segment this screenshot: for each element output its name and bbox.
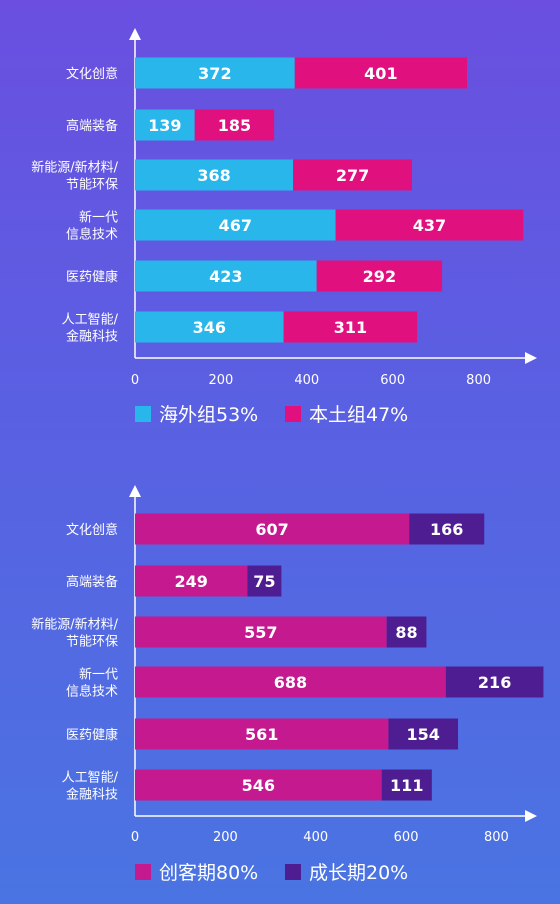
bar-value-label: 561 xyxy=(245,725,278,744)
bar-segment xyxy=(135,260,317,292)
bar-segment xyxy=(135,109,195,141)
bar-value-label: 346 xyxy=(193,318,226,337)
bar-value-label: 688 xyxy=(274,673,307,692)
bar-segment xyxy=(388,718,459,750)
category-label: 文化创意 xyxy=(66,66,118,82)
category-label: 医药健康 xyxy=(66,269,118,285)
bar-segment xyxy=(294,57,468,89)
bar-segment xyxy=(247,565,282,597)
legend-label: 海外组53% xyxy=(159,404,258,426)
bar-segment xyxy=(445,666,544,698)
bar-value-label: 249 xyxy=(175,572,208,591)
chart-1: 0 200 400 600 800 文化创意 372 401 高端装备 139 185 新能源/新材料… xyxy=(31,28,537,426)
legend-swatch xyxy=(285,406,301,422)
category-label: 医药健康 xyxy=(66,727,118,743)
x-tick-label: 600 xyxy=(394,830,419,845)
x-tick-label: 200 xyxy=(213,830,238,845)
bar-value-label: 154 xyxy=(407,725,440,744)
category-label: 金融科技 xyxy=(66,787,118,803)
bar-segment xyxy=(135,718,389,750)
category-label: 金融科技 xyxy=(66,329,118,345)
bar-value-label: 557 xyxy=(244,623,277,642)
bar-segment xyxy=(135,616,387,648)
legend-swatch xyxy=(285,864,301,880)
y-axis-arrow xyxy=(129,28,141,40)
bar-value-label: 467 xyxy=(219,216,252,235)
chart-2: 0 200 400 600 800 文化创意 607 166 高端装备 249 75 新能源/新材料/… xyxy=(31,485,544,884)
bar-value-label: 437 xyxy=(413,216,446,235)
x-tick-label: 800 xyxy=(466,373,491,388)
bar-segment xyxy=(135,513,410,545)
bar-value-label: 368 xyxy=(197,166,230,185)
x-tick-label: 600 xyxy=(380,373,405,388)
category-label: 节能环保 xyxy=(66,178,118,193)
bar-segment xyxy=(316,260,443,292)
category-label: 高端装备 xyxy=(66,574,118,590)
bar-value-label: 401 xyxy=(364,64,397,83)
bar-segment xyxy=(409,513,485,545)
category-label: 新一代 xyxy=(79,667,118,683)
legend-label: 本土组47% xyxy=(309,404,408,426)
category-label: 人工智能/ xyxy=(62,313,119,328)
legend-label: 成长期20% xyxy=(309,862,408,884)
bar-segment xyxy=(135,209,336,241)
bar-segment xyxy=(135,769,382,801)
category-label: 文化创意 xyxy=(66,522,118,538)
bar-value-label: 88 xyxy=(395,623,417,642)
category-label: 新能源/新材料/ xyxy=(31,160,118,176)
bar-value-label: 216 xyxy=(478,673,511,692)
x-axis-arrow xyxy=(525,352,537,364)
bar-value-label: 372 xyxy=(198,64,231,83)
bar-value-label: 423 xyxy=(209,267,242,286)
bar-value-label: 292 xyxy=(363,267,396,286)
category-label: 新一代 xyxy=(79,210,118,226)
bar-value-label: 311 xyxy=(334,318,367,337)
legend-swatch xyxy=(135,864,151,880)
bar-value-label: 546 xyxy=(242,776,275,795)
bar-segment xyxy=(135,666,446,698)
x-tick-label: 800 xyxy=(484,830,509,845)
bar-segment xyxy=(335,209,524,241)
bar-value-label: 185 xyxy=(218,116,251,135)
bar-value-label: 139 xyxy=(148,116,181,135)
x-axis-arrow xyxy=(525,810,537,822)
bar-segment xyxy=(135,311,284,343)
x-tick-label: 200 xyxy=(208,373,233,388)
x-tick-label: 400 xyxy=(303,830,328,845)
bar-segment xyxy=(135,159,294,191)
bar-segment xyxy=(386,616,427,648)
bar-value-label: 166 xyxy=(430,520,463,539)
bar-segment xyxy=(381,769,432,801)
bar-segment xyxy=(135,565,248,597)
bar-segment xyxy=(135,57,295,89)
category-label: 高端装备 xyxy=(66,118,118,134)
bar-value-label: 277 xyxy=(336,166,369,185)
bar-value-label: 607 xyxy=(255,520,288,539)
category-label: 人工智能/ xyxy=(62,771,119,786)
x-tick-label: 400 xyxy=(294,373,319,388)
legend-swatch xyxy=(135,406,151,422)
bar-segment xyxy=(194,109,275,141)
x-tick-label: 0 xyxy=(131,830,139,845)
bar-segment xyxy=(293,159,413,191)
x-tick-label: 0 xyxy=(131,373,139,388)
category-label: 新能源/新材料/ xyxy=(31,617,118,633)
category-label: 信息技术 xyxy=(66,684,118,700)
y-axis-arrow xyxy=(129,485,141,497)
category-label: 节能环保 xyxy=(66,635,118,650)
legend-label: 创客期80% xyxy=(159,862,258,884)
bar-value-label: 75 xyxy=(253,572,275,591)
category-label: 信息技术 xyxy=(66,227,118,243)
bar-value-label: 111 xyxy=(390,776,423,795)
bar-segment xyxy=(283,311,418,343)
